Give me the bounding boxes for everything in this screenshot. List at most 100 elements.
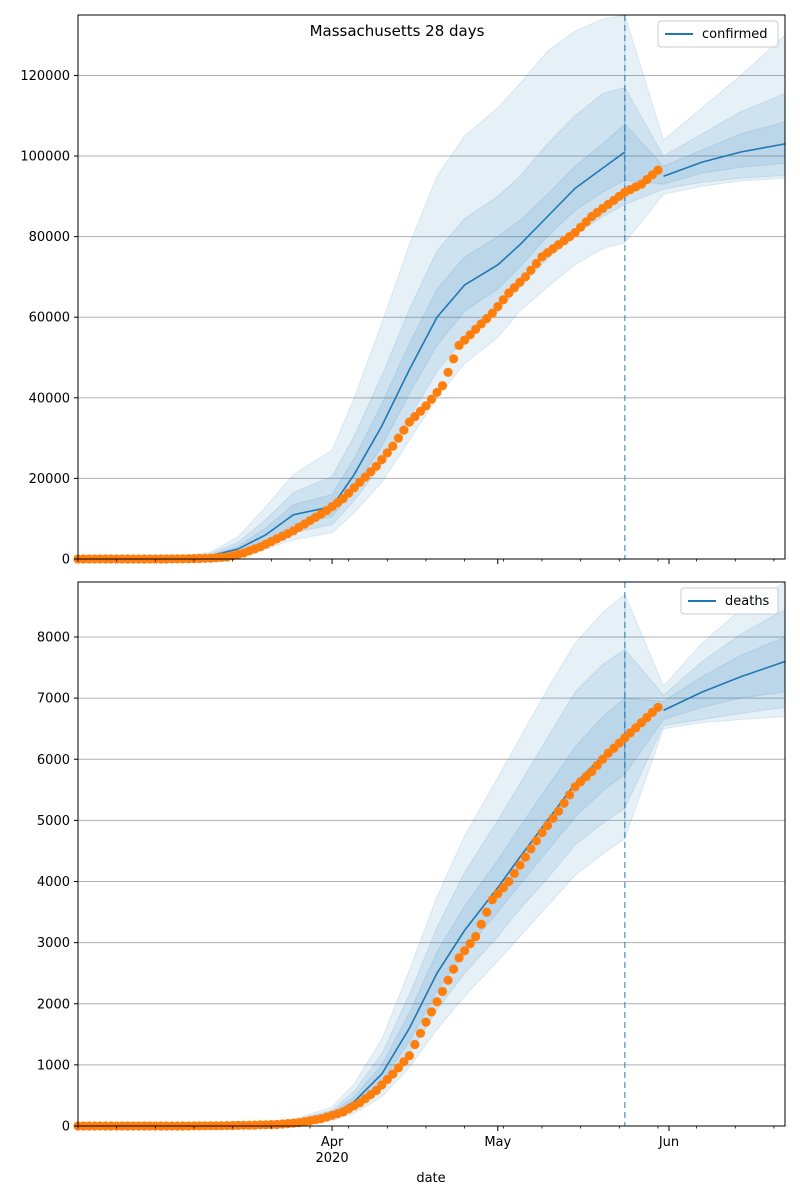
x-tick-sublabel: 2020 <box>316 1151 349 1166</box>
observed-point <box>493 301 503 312</box>
x-tick-label: Apr <box>321 1135 344 1150</box>
observed-point <box>509 868 519 879</box>
observed-point <box>565 790 575 800</box>
observed-point <box>548 813 558 823</box>
observed-point <box>393 433 403 443</box>
y-tick-label: 0 <box>62 1120 70 1135</box>
observed-point <box>426 1007 437 1017</box>
y-tick-label: 0 <box>62 553 70 568</box>
observed-point <box>542 820 553 831</box>
confirmed-x-ticks <box>77 559 775 564</box>
observed-point <box>526 844 536 854</box>
observed-point <box>498 295 508 305</box>
deaths-legend: deaths <box>680 587 779 615</box>
observed-point <box>421 1017 431 1027</box>
deaths-axes-frame <box>77 581 786 1127</box>
confirmed-y-ticks: 0 20000 40000 60000 80000 100000 120000 <box>20 69 78 568</box>
observed-point <box>437 986 448 997</box>
observed-point <box>465 939 475 949</box>
observed-point <box>504 876 514 887</box>
confirmed-marks <box>73 15 786 564</box>
observed-point <box>404 1051 414 1061</box>
deaths-marks <box>73 582 786 1131</box>
deaths-uncertainty-bands <box>77 581 786 1127</box>
observed-point <box>443 367 453 377</box>
observed-point <box>592 760 602 771</box>
observed-point <box>493 889 503 899</box>
y-tick-label: 60000 <box>29 311 70 326</box>
observed-point <box>487 308 497 318</box>
observed-point <box>393 1063 403 1073</box>
observed-point <box>487 895 497 905</box>
observed-point <box>399 425 409 435</box>
observed-point <box>531 258 542 269</box>
observed-point <box>531 836 542 846</box>
y-tick-label: 7000 <box>37 692 70 707</box>
observed-point <box>526 265 536 275</box>
y-tick-label: 100000 <box>20 150 70 165</box>
chart-title: Massachusetts 28 days <box>310 22 485 40</box>
x-tick-label: May <box>484 1135 511 1150</box>
deaths-legend-box <box>680 587 779 615</box>
observed-point <box>520 852 531 862</box>
y-tick-label: 3000 <box>37 936 70 951</box>
observed-point <box>382 448 392 458</box>
median-line-forecast <box>663 143 786 177</box>
deaths-panel: 0 1000 2000 3000 4000 5000 6000 7000 8000 Apr202… <box>37 581 786 1186</box>
observed-point <box>388 441 398 451</box>
observed-point <box>449 964 459 974</box>
observed-point <box>410 1039 420 1050</box>
observed-point <box>515 860 525 870</box>
y-tick-label: 40000 <box>29 391 70 406</box>
observed-point <box>377 455 387 465</box>
y-tick-label: 5000 <box>37 814 70 829</box>
median-line-forecast <box>663 660 786 712</box>
y-tick-label: 6000 <box>37 753 70 768</box>
observed-point <box>388 1069 398 1079</box>
confirmed-legend-label: confirmed <box>702 27 768 42</box>
observed-point <box>559 798 569 808</box>
observed-point <box>437 381 448 391</box>
y-tick-label: 1000 <box>37 1058 70 1073</box>
observed-point <box>432 387 442 397</box>
observed-point <box>587 766 597 777</box>
observed-point <box>454 953 464 963</box>
y-tick-label: 2000 <box>37 997 70 1012</box>
confirmed-panel: 0 20000 40000 60000 80000 100000 120000 Massac… <box>20 14 786 568</box>
y-tick-label: 20000 <box>29 472 70 487</box>
x-axis-label: date <box>416 1171 445 1186</box>
confirmed-legend-box <box>657 20 779 48</box>
observed-point <box>553 806 564 816</box>
observed-point <box>415 1028 426 1038</box>
deaths-gridlines <box>78 636 785 1066</box>
observed-point <box>537 828 547 838</box>
observed-point <box>520 272 531 282</box>
y-tick-label: 4000 <box>37 875 70 890</box>
confirmed-axes-frame <box>77 14 786 560</box>
observed-point <box>482 907 492 917</box>
deaths-legend-label: deaths <box>725 594 770 609</box>
median-line-fit <box>77 151 626 560</box>
deaths-y-ticks: 0 1000 2000 3000 4000 5000 6000 7000 8000 <box>37 631 78 1135</box>
observed-point <box>443 975 453 985</box>
observed-point <box>449 354 459 364</box>
observed-point <box>460 946 470 956</box>
observed-point <box>421 401 431 411</box>
observed-point <box>432 997 442 1007</box>
observed-point <box>426 394 437 404</box>
observed-point <box>476 919 486 929</box>
observed-point <box>399 1057 409 1067</box>
y-tick-label: 80000 <box>29 230 70 245</box>
observed-point <box>653 702 663 712</box>
observed-point <box>471 931 481 942</box>
observed-point <box>371 461 381 471</box>
y-tick-label: 120000 <box>20 69 70 84</box>
observed-point <box>653 165 663 175</box>
observed-point <box>598 754 608 764</box>
observed-point <box>498 883 508 893</box>
y-tick-label: 8000 <box>37 631 70 646</box>
x-tick-label: Jun <box>658 1135 679 1150</box>
confirmed-legend: confirmed <box>657 20 779 48</box>
